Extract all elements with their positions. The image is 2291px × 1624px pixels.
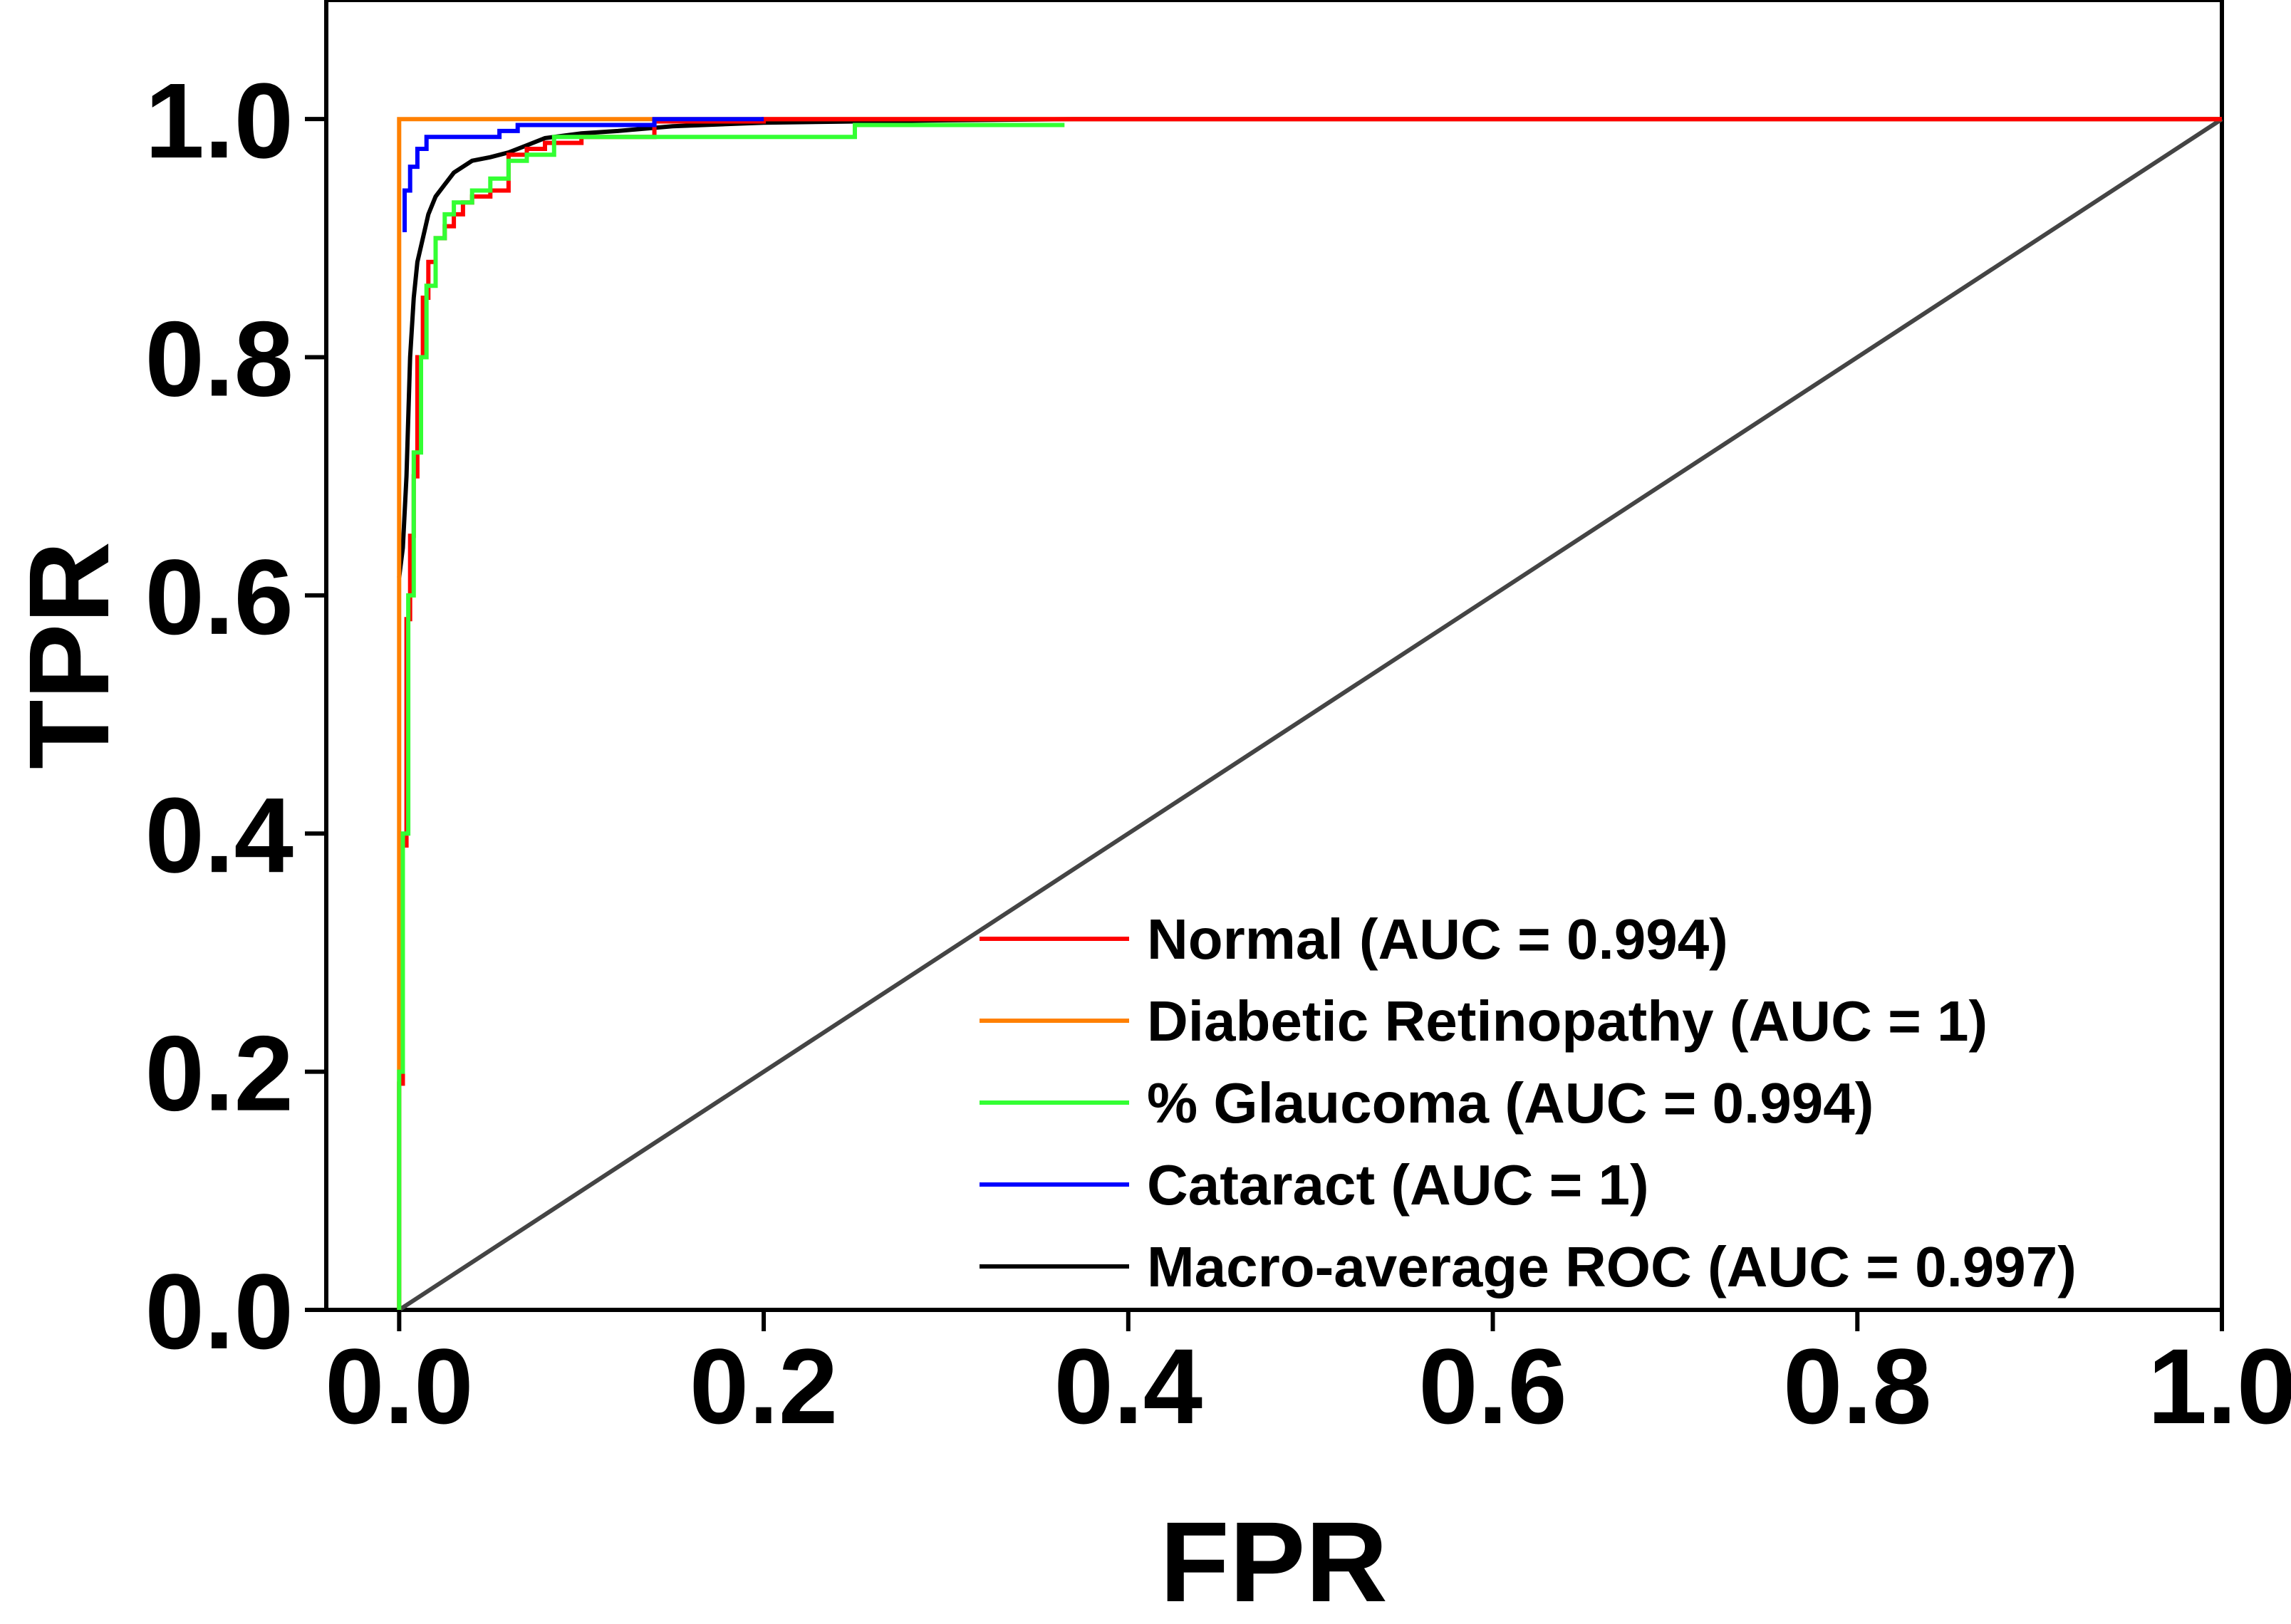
legend-label-macro: Macro-average ROC (AUC = 0.997) [1147,1235,2077,1298]
x-tick-label: 0.0 [325,1326,474,1446]
x-tick-label: 0.6 [1418,1326,1567,1446]
series-layer [397,117,2222,1310]
x-axis-title: FPR [1160,1498,1388,1624]
series-line-cataract [402,117,764,232]
legend-label-normal: Normal (AUC = 0.994) [1147,907,1728,971]
diagonal-layer [398,117,2223,1312]
y-tick-label: 0.6 [145,537,293,657]
legend-label-diabetic: Diabetic Retinopathy (AUC = 1) [1147,989,1988,1053]
y-tick-label: 0.0 [145,1251,293,1371]
x-tick-label: 0.4 [1054,1326,1203,1446]
x-tick-label: 0.2 [690,1326,838,1446]
series-line-macro [397,117,2222,578]
y-tick-label: 0.4 [145,775,293,895]
x-tick-label: 0.8 [1783,1326,1932,1446]
plot-area-frame [324,0,2224,1312]
legend: Normal (AUC = 0.994) Diabetic Retinopathy… [980,907,2077,1298]
legend-label-glaucoma: % Glaucoma (AUC = 0.994) [1147,1071,1874,1135]
x-tick-label: 1.0 [2148,1326,2291,1446]
series-line-normal [397,117,2222,1310]
ticks-layer: 0.0 0.2 0.4 0.6 0.8 1.0 0.0 0.2 0.4 0.6 0.8 1.0 [145,61,2291,1446]
chance-diagonal-line [398,117,2223,1312]
y-axis-title: TPR [5,541,133,769]
series-line-glaucoma [397,123,1065,1310]
y-tick-label: 0.8 [145,299,293,419]
y-tick-label: 1.0 [145,61,293,180]
y-tick-label: 0.2 [145,1014,293,1133]
legend-label-cataract: Cataract (AUC = 1) [1147,1153,1649,1217]
